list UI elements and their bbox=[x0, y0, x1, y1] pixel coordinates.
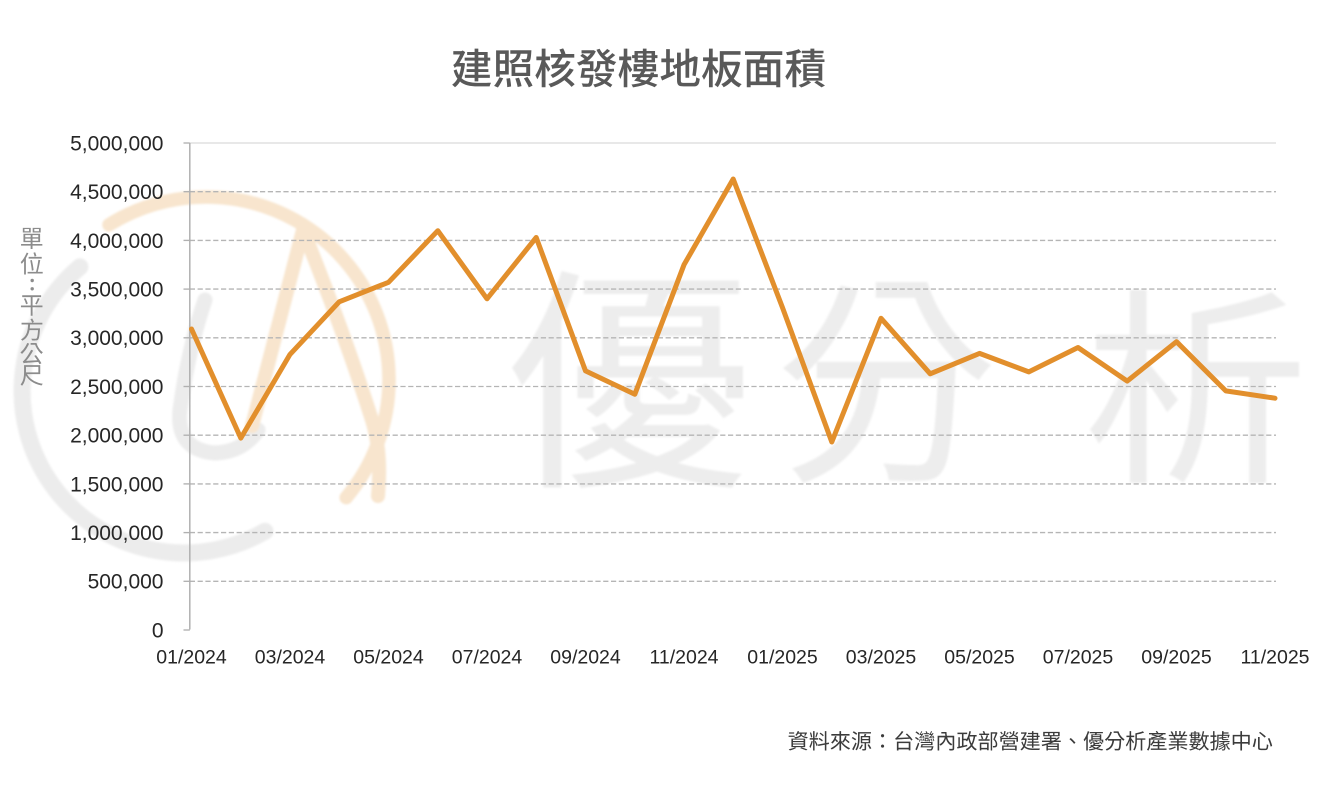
svg-text:4,000,000: 4,000,000 bbox=[70, 230, 163, 253]
svg-text:05/2024: 05/2024 bbox=[353, 647, 424, 669]
svg-text:03/2025: 03/2025 bbox=[846, 647, 917, 669]
svg-text:1,000,000: 1,000,000 bbox=[70, 522, 163, 545]
svg-text:11/2025: 11/2025 bbox=[1240, 647, 1309, 669]
svg-text:01/2024: 01/2024 bbox=[156, 647, 227, 669]
svg-text:500,000: 500,000 bbox=[88, 571, 164, 594]
svg-text:2,000,000: 2,000,000 bbox=[70, 425, 163, 448]
svg-text:07/2024: 07/2024 bbox=[452, 647, 523, 669]
svg-text:2,500,000: 2,500,000 bbox=[70, 376, 163, 399]
svg-text:11/2024: 11/2024 bbox=[649, 647, 718, 669]
svg-text:09/2024: 09/2024 bbox=[550, 647, 621, 669]
svg-text:3,000,000: 3,000,000 bbox=[70, 327, 163, 350]
svg-text:3,500,000: 3,500,000 bbox=[70, 279, 163, 302]
svg-text:09/2025: 09/2025 bbox=[1141, 647, 1212, 669]
svg-text:03/2024: 03/2024 bbox=[255, 647, 326, 669]
svg-text:4,500,000: 4,500,000 bbox=[70, 181, 163, 204]
svg-text:07/2025: 07/2025 bbox=[1043, 647, 1114, 669]
svg-text:0: 0 bbox=[152, 619, 164, 642]
svg-text:1,500,000: 1,500,000 bbox=[70, 473, 163, 496]
svg-text:05/2025: 05/2025 bbox=[944, 647, 1015, 669]
svg-text:5,000,000: 5,000,000 bbox=[70, 132, 163, 155]
svg-text:01/2025: 01/2025 bbox=[747, 647, 818, 669]
